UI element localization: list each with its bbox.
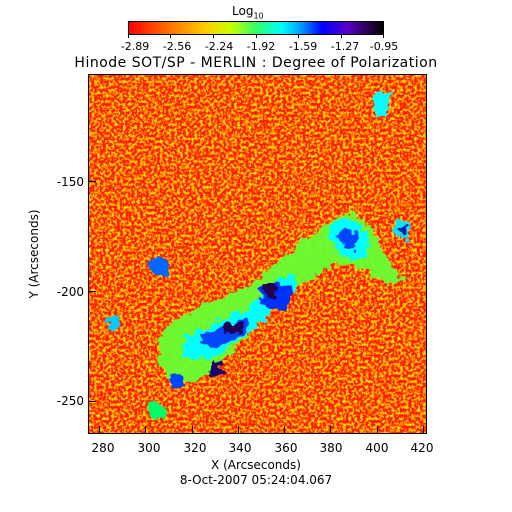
x-tick-label: 400 (365, 441, 389, 455)
y-tickmark (88, 181, 96, 182)
colorbar-tickmark (298, 34, 299, 38)
colorbar (128, 21, 384, 35)
x-tickmark (423, 426, 424, 434)
x-tickmark (145, 426, 146, 434)
x-axis-label: X (Arcseconds) (211, 458, 301, 472)
x-tick-label: 380 (319, 441, 343, 455)
colorbar-tick-label: -2.56 (162, 40, 192, 53)
y-tick-label: -200 (56, 285, 84, 299)
magnetic-network (107, 90, 412, 422)
observation-timestamp: 8-Oct-2007 05:24:04.067 (179, 473, 333, 487)
polarization-map (88, 74, 427, 434)
x-tickmark (192, 426, 193, 434)
y-tickmark (88, 401, 96, 402)
x-tickmark (284, 426, 285, 434)
x-tick-label: 420 (410, 441, 434, 455)
colorbar-tick-label: -1.92 (246, 40, 276, 53)
x-tickmark (377, 426, 378, 434)
colorbar-label: Log10 (232, 4, 264, 21)
y-tickmark (88, 291, 96, 292)
x-tick-label: 300 (137, 441, 161, 455)
colorbar-tickmark (383, 34, 384, 38)
x-tickmark (99, 426, 100, 434)
colorbar-tick-label: -1.59 (288, 40, 318, 53)
plot-title: Hinode SOT/SP - MERLIN : Degree of Polar… (74, 55, 438, 71)
x-tick-label: 360 (274, 441, 298, 455)
colorbar-tick-label: -2.89 (120, 40, 150, 53)
x-tick-label: 280 (91, 441, 115, 455)
y-tick-label: -150 (56, 175, 84, 189)
y-axis-label: Y (Arcseconds) (27, 209, 41, 299)
x-tick-label: 320 (183, 441, 207, 455)
colorbar-tick-label: -2.24 (204, 40, 234, 53)
colorbar-tickmark (128, 34, 129, 38)
colorbar-tickmark (256, 34, 257, 38)
x-tickmark (238, 426, 239, 434)
y-tick-label: -250 (56, 394, 84, 408)
colorbar-tickmark (213, 34, 214, 38)
x-tick-label: 340 (228, 441, 252, 455)
colorbar-tick-label: -1.27 (330, 40, 360, 53)
colorbar-tickmark (341, 34, 342, 38)
colorbar-tickmark (170, 34, 171, 38)
colorbar-tick-label: -0.95 (369, 40, 399, 53)
x-tickmark (330, 426, 331, 434)
